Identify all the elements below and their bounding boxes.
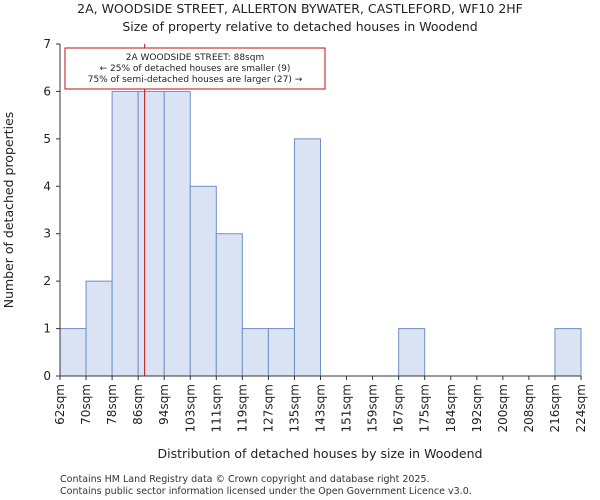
y-tick-label: 6 <box>43 84 51 98</box>
x-tick-label: 208sqm <box>522 384 536 432</box>
footer-line-2: Contains public sector information licen… <box>60 486 472 497</box>
y-tick-label: 0 <box>43 369 51 383</box>
bar-119sqm <box>241 328 269 377</box>
y-tick-label: 4 <box>43 179 51 193</box>
y-tick-label: 5 <box>43 132 51 146</box>
x-tick-label: 135sqm <box>287 384 301 432</box>
y-tick-label: 1 <box>43 322 51 336</box>
x-tick-label: 78sqm <box>105 384 119 425</box>
x-tick-label: 167sqm <box>392 384 406 432</box>
x-tick-label: 62sqm <box>53 384 67 425</box>
bar-78sqm <box>111 90 139 377</box>
x-tick-label: 94sqm <box>157 384 171 425</box>
y-axis-ticks: 0 1 2 3 4 5 6 7 <box>43 37 60 383</box>
x-tick-label: 143sqm <box>314 384 328 432</box>
annotation-line-2: ← 25% of detached houses are smaller (9) <box>100 64 291 74</box>
bar-62sqm <box>59 328 87 377</box>
x-axis-label: Distribution of detached houses by size … <box>158 446 483 461</box>
x-tick-label: 175sqm <box>418 384 432 432</box>
x-tick-label: 70sqm <box>79 384 93 425</box>
x-tick-label: 192sqm <box>470 384 484 432</box>
chart-title: 2A, WOODSIDE STREET, ALLERTON BYWATER, C… <box>77 1 523 16</box>
x-tick-label: 159sqm <box>366 384 380 432</box>
bar-167sqm <box>398 328 426 377</box>
chart-subtitle: Size of property relative to detached ho… <box>122 19 477 34</box>
x-tick-label: 184sqm <box>444 384 458 432</box>
bar-103sqm <box>189 185 217 377</box>
y-tick-label: 7 <box>43 37 51 51</box>
x-tick-label: 103sqm <box>183 384 197 432</box>
y-tick-label: 3 <box>43 227 51 241</box>
x-tick-label: 111sqm <box>209 384 223 432</box>
bar-86sqm <box>137 90 165 377</box>
x-tick-label: 224sqm <box>574 384 588 432</box>
footer-line-1: Contains HM Land Registry data © Crown c… <box>60 474 430 485</box>
x-tick-label: 216sqm <box>548 384 562 432</box>
annotation-line-3: 75% of semi-detached houses are larger (… <box>88 75 303 85</box>
bar-216sqm <box>554 328 582 377</box>
bars-group <box>59 90 582 377</box>
annotation-frame <box>64 47 326 90</box>
y-axis-label: Number of detached properties <box>1 112 16 309</box>
x-axis-ticks: 62sqm 70sqm 78sqm 86sqm 94sqm 103sqm 111sqm 119… <box>53 376 588 432</box>
annotation-box: 2A WOODSIDE STREET: 88sqm ← 25% of detac… <box>64 47 326 90</box>
bar-127sqm <box>267 328 295 377</box>
x-tick-label: 151sqm <box>340 384 354 432</box>
y-tick-label: 2 <box>43 274 51 288</box>
x-tick-label: 86sqm <box>131 384 145 425</box>
x-tick-label: 119sqm <box>235 384 249 432</box>
bar-70sqm <box>85 280 113 377</box>
bar-94sqm <box>163 90 191 377</box>
bar-135sqm <box>293 138 322 377</box>
x-tick-label: 127sqm <box>261 384 275 432</box>
x-tick-label: 200sqm <box>496 384 510 432</box>
annotation-line-1: 2A WOODSIDE STREET: 88sqm <box>126 53 264 63</box>
bar-111sqm <box>215 233 243 377</box>
